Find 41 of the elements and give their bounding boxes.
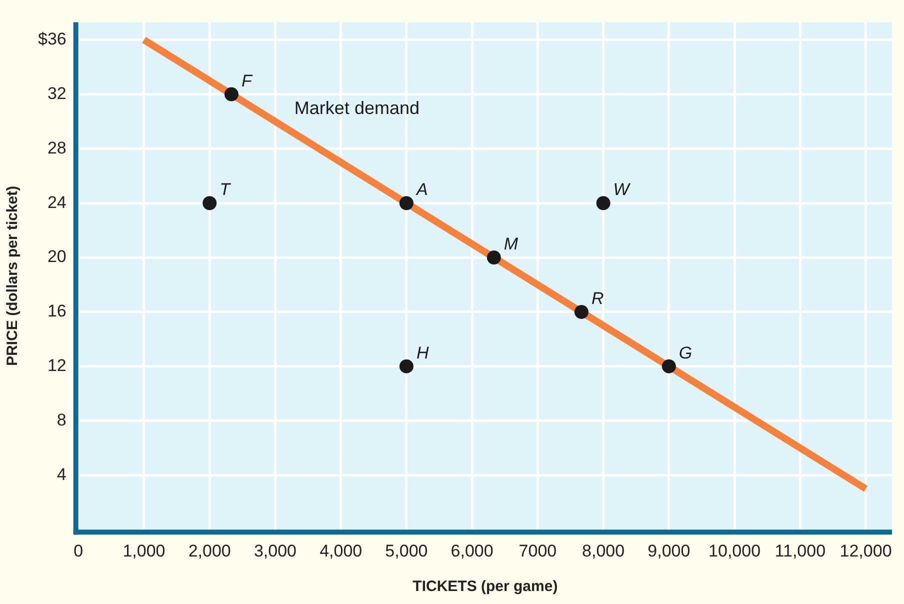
y-tick-label: 24 (47, 192, 66, 212)
point (574, 304, 588, 319)
x-tick-label: 3,000 (254, 541, 296, 560)
point (399, 359, 414, 374)
y-tick-label: 32 (47, 84, 66, 103)
point (596, 196, 610, 210)
y-tick-label: $36 (38, 30, 66, 49)
y-tick-label: 16 (47, 302, 66, 321)
point (662, 359, 676, 374)
x-tick-label: 5,000 (385, 541, 428, 560)
x-axis-title: TICKETS (per game) (412, 578, 558, 596)
annotation: H (416, 343, 430, 362)
x-tick-label: 7000 (518, 541, 557, 560)
point (399, 196, 414, 210)
annotation: A (415, 180, 428, 200)
x-tick-label: 2,000 (188, 541, 231, 560)
annotation: G (678, 343, 692, 362)
y-tick-label: 12 (47, 356, 66, 376)
annotation: F (241, 71, 254, 90)
y-tick-label: 20 (47, 247, 66, 266)
x-tick-label: 9,000 (648, 541, 690, 560)
x-tick-label: 4,000 (320, 541, 362, 560)
y-tick-label: 8 (56, 410, 66, 430)
annotation: R (591, 288, 604, 308)
x-tick-label: 12,000 (840, 541, 892, 560)
point (224, 87, 238, 102)
x-tick-label: 0 (74, 541, 84, 560)
annotation: T (220, 180, 232, 200)
point (202, 196, 217, 210)
x-tick-label: 6,000 (450, 541, 494, 560)
y-tick-label: 4 (56, 464, 66, 484)
x-tick-label: 8,000 (582, 541, 625, 560)
x-tick-label: 11,000 (774, 541, 826, 560)
y-axis-title: PRICE (dollars per ticket) (4, 186, 22, 366)
annotation: W (613, 180, 632, 200)
series-label: Market demand (294, 98, 420, 118)
y-tick-label: 28 (47, 138, 66, 158)
point (486, 250, 501, 265)
x-tick-label: 10,000 (708, 541, 761, 560)
annotation: M (504, 234, 519, 254)
x-tick-label: 1,000 (122, 541, 166, 560)
